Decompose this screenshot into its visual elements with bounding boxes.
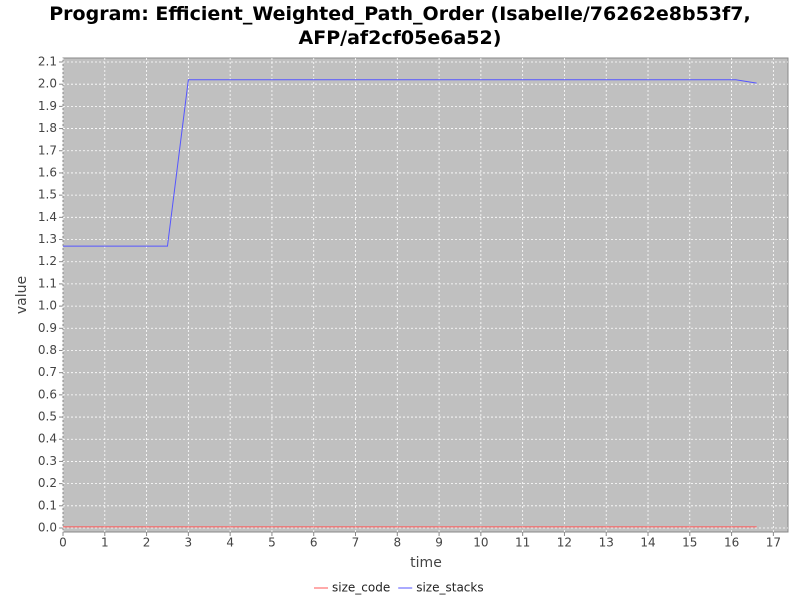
x-axis-label: time [410, 555, 442, 571]
y-tick-label: 0.2 [38, 476, 57, 490]
y-tick-label: 0.7 [38, 365, 57, 379]
x-tick-label: 7 [352, 536, 360, 550]
y-tick-label: 1.8 [38, 121, 57, 135]
y-tick-label: 1.6 [38, 165, 57, 179]
chart-title: AFP/af2cf05e6a52) [299, 27, 502, 49]
x-tick-label: 8 [393, 536, 401, 550]
x-tick-label: 3 [185, 536, 193, 550]
y-tick-label: 2.0 [38, 77, 57, 91]
x-tick-label: 13 [599, 536, 614, 550]
x-tick-label: 17 [766, 536, 781, 550]
x-tick-label: 0 [59, 536, 67, 550]
y-tick-label: 0.9 [38, 321, 57, 335]
y-tick-label: 0.8 [38, 343, 57, 357]
y-tick-label: 1.7 [38, 143, 57, 157]
x-tick-label: 1 [101, 536, 109, 550]
x-tick-label: 16 [724, 536, 739, 550]
x-tick-label: 9 [435, 536, 443, 550]
y-tick-label: 0.3 [38, 454, 57, 468]
y-tick-label: 0.6 [38, 387, 57, 401]
x-tick-label: 14 [640, 536, 655, 550]
y-tick-label: 1.5 [38, 188, 57, 202]
y-axis-label: value [14, 276, 30, 314]
y-tick-label: 0.4 [38, 432, 57, 446]
legend-label: size_code [332, 581, 390, 595]
y-tick-label: 1.2 [38, 254, 57, 268]
y-tick-label: 0.1 [38, 498, 57, 512]
chart-title: Program: Efficient_Weighted_Path_Order (… [49, 3, 750, 25]
series-line [63, 79, 757, 247]
x-tick-label: 5 [268, 536, 276, 550]
legend-label: size_stacks [416, 581, 483, 595]
y-tick-label: 0.0 [38, 521, 57, 535]
y-tick-label: 1.0 [38, 299, 57, 313]
x-tick-label: 2 [143, 536, 151, 550]
plot-area [62, 57, 789, 533]
x-tick-label: 4 [226, 536, 234, 550]
y-tick-label: 1.1 [38, 276, 57, 290]
x-tick-label: 6 [310, 536, 318, 550]
y-tick-label: 1.4 [38, 210, 57, 224]
x-tick-label: 10 [473, 536, 488, 550]
y-tick-label: 0.5 [38, 410, 57, 424]
y-tick-label: 1.9 [38, 99, 57, 113]
x-tick-label: 11 [515, 536, 530, 550]
y-tick-label: 1.3 [38, 232, 57, 246]
x-tick-label: 12 [557, 536, 572, 550]
y-tick-label: 2.1 [38, 54, 57, 68]
x-tick-label: 15 [682, 536, 697, 550]
